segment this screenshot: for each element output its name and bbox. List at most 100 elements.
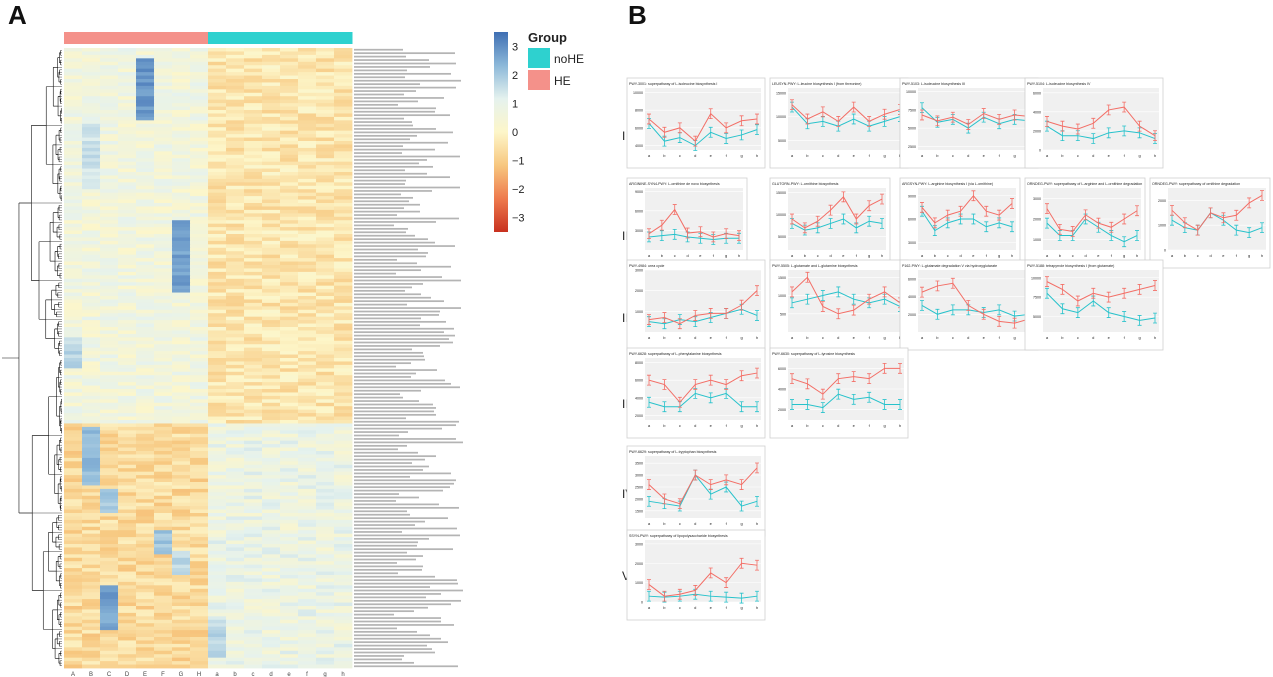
x-tick-label: e <box>1097 253 1100 258</box>
heatmap-cell <box>82 347 101 352</box>
dendrogram-branch <box>58 498 61 509</box>
heatmap-cell <box>172 127 191 132</box>
x-tick-label: c <box>822 335 824 340</box>
heatmap-cell <box>172 485 191 490</box>
heatmap-cell <box>262 223 281 228</box>
heatmap-cell <box>136 299 155 304</box>
error-bar-HE <box>698 226 703 238</box>
heatmap-cell <box>334 72 353 76</box>
heatmap-cell <box>82 299 101 304</box>
heatmap-cell <box>154 595 173 600</box>
heatmap-cell <box>100 399 119 404</box>
heatmap-cell <box>136 485 155 490</box>
heatmap-cell <box>82 616 101 621</box>
heatmap-cell <box>334 519 353 524</box>
heatmap-cell <box>262 316 281 321</box>
heatmap-cell <box>118 633 137 638</box>
row-label <box>354 134 417 137</box>
heatmap-cell <box>298 595 317 600</box>
heatmap-cell <box>316 389 335 393</box>
heatmap-cell <box>316 643 335 648</box>
row-label <box>354 314 439 316</box>
heatmap-cell <box>118 340 137 345</box>
heatmap-cell <box>316 289 335 293</box>
heatmap-cell <box>334 234 353 238</box>
heatmap-cell <box>82 516 101 521</box>
x-tick-label: d <box>837 423 839 428</box>
heatmap-cell <box>208 351 227 355</box>
heatmap-cell <box>154 316 173 321</box>
heatmap-cell <box>262 378 281 383</box>
x-tick-label: d <box>1092 335 1094 340</box>
error-bar-HE <box>677 396 682 408</box>
heatmap-cell <box>280 364 299 369</box>
heatmap-cell <box>316 344 335 349</box>
heatmap-cell <box>208 606 227 610</box>
heatmap-cell <box>190 495 209 500</box>
heatmap-cell <box>244 92 263 97</box>
heatmap-cell <box>154 161 173 166</box>
dendrogram-branch <box>60 418 62 424</box>
dendrogram-branch <box>58 215 60 220</box>
heatmap-cell <box>244 533 263 538</box>
heatmap-cell <box>118 103 137 107</box>
heatmap-cell <box>82 116 101 121</box>
row-label <box>354 469 423 471</box>
heatmap-cell <box>64 468 83 473</box>
heatmap-cell <box>64 127 83 132</box>
row-label <box>354 72 451 75</box>
heatmap-cell <box>298 258 317 262</box>
y-tick-label: 0 <box>1039 149 1041 153</box>
heatmap-cell <box>334 447 353 452</box>
error-bar-HE <box>693 310 698 321</box>
heatmap-cell <box>316 581 335 586</box>
heatmap-cell <box>154 519 173 524</box>
heatmap-cell <box>64 137 83 142</box>
x-tick-label: g <box>1138 153 1140 158</box>
line-plot: ORNDEG-PWY: superpathway of ornithine de… <box>1149 177 1271 269</box>
heatmap-cell <box>136 237 155 242</box>
heatmap-cell <box>190 154 209 159</box>
heatmap-cell <box>226 430 245 435</box>
heatmap-cell <box>154 568 173 572</box>
x-tick-label: d <box>694 605 696 610</box>
heatmap-cell <box>298 585 317 590</box>
heatmap-cell <box>118 306 137 311</box>
heatmap-cell <box>172 96 191 101</box>
heatmap-cell <box>226 206 245 211</box>
heatmap-cell <box>226 464 245 469</box>
heatmap-cell <box>64 616 83 621</box>
heatmap-cell <box>64 657 83 662</box>
dendrogram-branch <box>52 638 56 659</box>
heatmap-cell <box>208 110 227 114</box>
heatmap-cell <box>190 454 209 459</box>
row-label <box>354 420 459 423</box>
error-bar-HE <box>708 374 713 386</box>
heatmap-cell <box>154 340 173 345</box>
heatmap-cell <box>208 616 227 621</box>
row-label <box>354 462 412 464</box>
heatmap-cell <box>298 327 317 331</box>
error-bar-HE <box>1109 221 1114 233</box>
x-tick-label: a <box>1046 335 1049 340</box>
heatmap-cell <box>280 482 299 486</box>
heatmap-cell <box>298 216 317 221</box>
heatmap-cell <box>262 426 281 431</box>
heatmap-cell <box>334 344 353 349</box>
heatmap-cell <box>298 282 317 287</box>
heatmap-cell <box>334 550 353 555</box>
heatmap-cell <box>100 602 119 607</box>
x-tick-label: h <box>756 605 758 610</box>
heatmap-cell <box>100 640 119 645</box>
heatmap-cell <box>100 127 119 132</box>
dendrogram-branch <box>60 418 62 424</box>
heatmap-cell <box>118 519 137 524</box>
heatmap-cell <box>226 399 245 404</box>
heatmap-cell <box>226 609 245 614</box>
heatmap-cell <box>64 165 83 169</box>
heatmap-cell <box>316 175 335 180</box>
heatmap-cell <box>190 92 209 97</box>
heatmap-cell <box>262 392 281 397</box>
heatmap-cell <box>262 51 281 56</box>
